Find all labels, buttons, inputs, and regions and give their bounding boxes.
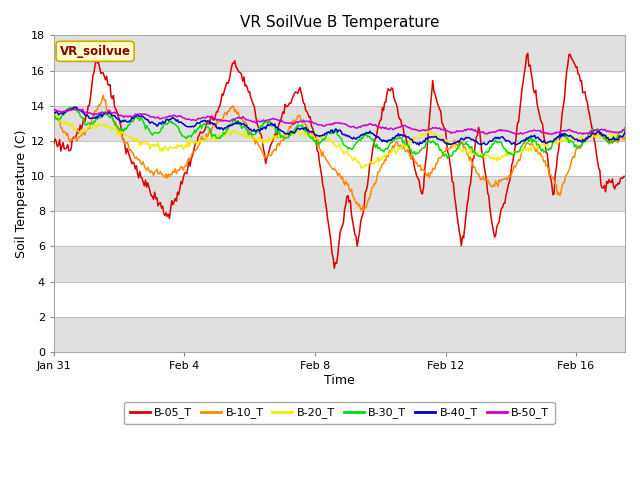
B-30_T: [50, 113, 58, 119]
B-50_T: [391, 126, 399, 132]
B-50_T: [513, 132, 520, 137]
Line: B-40_T: B-40_T: [54, 107, 625, 145]
Text: VR_soilvue: VR_soilvue: [60, 45, 131, 58]
B-40_T: [610, 134, 618, 140]
B-05_T: [524, 50, 532, 56]
B-40_T: [520, 137, 528, 143]
B-30_T: [444, 156, 451, 161]
B-10_T: [99, 93, 107, 98]
B-10_T: [50, 110, 58, 116]
B-50_T: [520, 130, 528, 136]
B-10_T: [520, 145, 528, 151]
B-05_T: [610, 183, 618, 189]
Bar: [54, 211, 625, 247]
B-05_T: [621, 174, 629, 180]
B-05_T: [360, 204, 368, 210]
B-40_T: [50, 110, 58, 116]
B-10_T: [362, 205, 369, 211]
B-10_T: [621, 136, 629, 142]
B-20_T: [392, 151, 400, 156]
Line: B-20_T: B-20_T: [54, 114, 625, 168]
B-10_T: [326, 162, 333, 168]
B-50_T: [79, 107, 86, 112]
Title: VR SoilVue B Temperature: VR SoilVue B Temperature: [240, 15, 439, 30]
B-30_T: [360, 131, 368, 137]
B-05_T: [50, 141, 58, 147]
B-50_T: [50, 108, 58, 113]
B-10_T: [392, 139, 400, 144]
B-20_T: [326, 139, 333, 144]
Line: B-30_T: B-30_T: [54, 107, 625, 158]
B-30_T: [323, 132, 330, 138]
B-50_T: [360, 122, 368, 128]
B-30_T: [610, 138, 618, 144]
B-20_T: [51, 111, 59, 117]
B-20_T: [621, 130, 629, 135]
X-axis label: Time: Time: [324, 374, 355, 387]
B-40_T: [323, 131, 330, 137]
B-40_T: [391, 134, 399, 140]
B-30_T: [391, 135, 399, 141]
B-30_T: [326, 130, 333, 136]
B-40_T: [326, 130, 333, 136]
B-20_T: [50, 113, 58, 119]
B-05_T: [519, 79, 527, 84]
B-05_T: [321, 198, 329, 204]
Line: B-05_T: B-05_T: [54, 53, 625, 268]
B-20_T: [323, 136, 330, 142]
B-20_T: [362, 164, 369, 169]
B-30_T: [621, 125, 629, 131]
B-10_T: [360, 207, 368, 213]
Bar: [54, 71, 625, 106]
B-20_T: [358, 166, 365, 171]
B-20_T: [520, 146, 528, 152]
B-30_T: [70, 104, 77, 110]
B-20_T: [610, 132, 618, 138]
B-50_T: [326, 121, 333, 127]
B-05_T: [324, 222, 332, 228]
B-40_T: [415, 142, 423, 148]
B-50_T: [323, 122, 330, 128]
Bar: [54, 282, 625, 317]
B-10_T: [323, 157, 330, 163]
B-30_T: [520, 140, 528, 146]
Line: B-10_T: B-10_T: [54, 96, 625, 210]
B-50_T: [621, 128, 629, 134]
B-10_T: [610, 137, 618, 143]
B-40_T: [621, 129, 629, 135]
B-05_T: [330, 265, 338, 271]
Bar: [54, 141, 625, 176]
Line: B-50_T: B-50_T: [54, 109, 625, 134]
Legend: B-05_T, B-10_T, B-20_T, B-30_T, B-40_T, B-50_T: B-05_T, B-10_T, B-20_T, B-30_T, B-40_T, …: [124, 402, 555, 424]
B-05_T: [391, 98, 399, 104]
B-40_T: [360, 132, 368, 137]
B-40_T: [72, 104, 79, 110]
B-50_T: [610, 130, 618, 135]
Y-axis label: Soil Temperature (C): Soil Temperature (C): [15, 130, 28, 258]
